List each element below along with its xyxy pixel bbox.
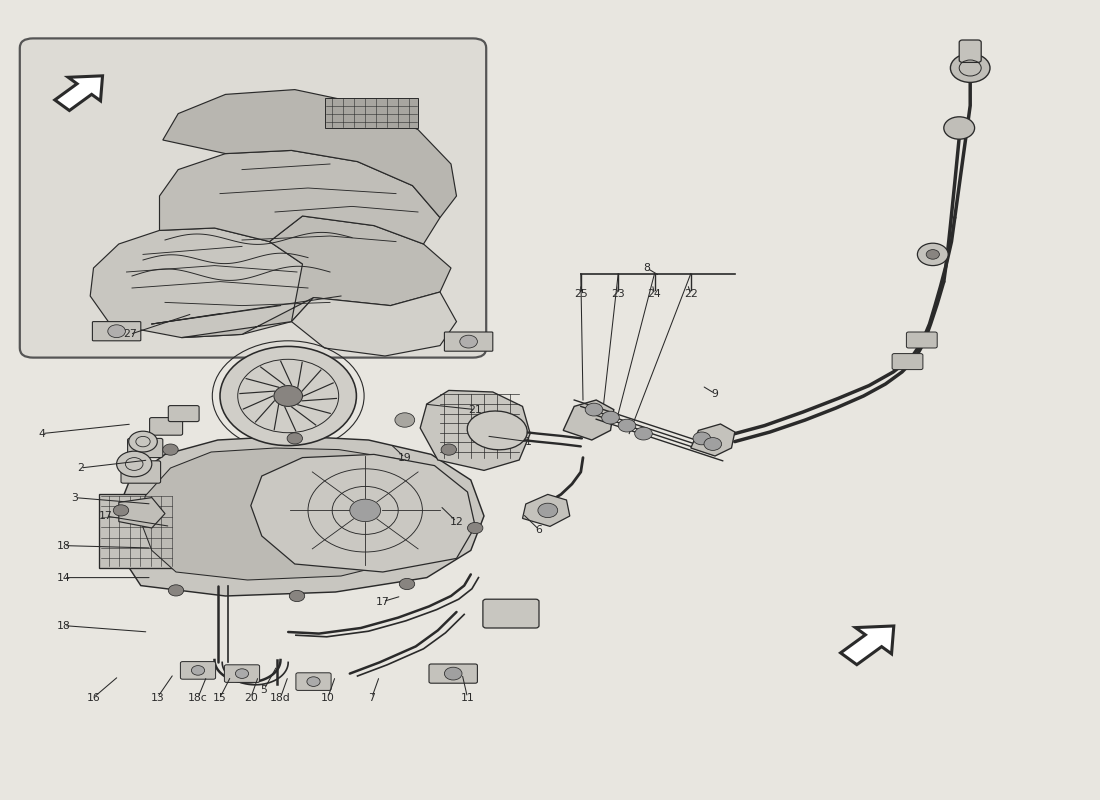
Text: 17: 17	[376, 597, 389, 606]
FancyBboxPatch shape	[150, 418, 183, 435]
Text: 18d: 18d	[271, 693, 290, 702]
Circle shape	[917, 243, 948, 266]
FancyBboxPatch shape	[483, 599, 539, 628]
Circle shape	[441, 444, 456, 455]
FancyBboxPatch shape	[20, 38, 486, 358]
Circle shape	[585, 403, 603, 416]
Polygon shape	[563, 400, 614, 440]
Polygon shape	[182, 216, 451, 338]
Polygon shape	[141, 448, 456, 580]
Polygon shape	[251, 454, 475, 572]
Circle shape	[307, 677, 320, 686]
Text: 18: 18	[57, 541, 70, 550]
Polygon shape	[292, 292, 456, 356]
Polygon shape	[522, 494, 570, 526]
Text: 11: 11	[461, 693, 474, 702]
Circle shape	[108, 325, 125, 338]
Circle shape	[618, 419, 636, 432]
Text: 3: 3	[72, 493, 78, 502]
Text: 23: 23	[612, 290, 625, 299]
Circle shape	[274, 386, 302, 406]
Circle shape	[350, 499, 381, 522]
Text: 24: 24	[648, 290, 661, 299]
Polygon shape	[420, 390, 530, 470]
Text: 13: 13	[151, 693, 164, 702]
FancyBboxPatch shape	[92, 322, 141, 341]
Text: 17: 17	[99, 511, 112, 521]
FancyBboxPatch shape	[99, 494, 174, 568]
Circle shape	[117, 451, 152, 477]
Circle shape	[129, 431, 157, 452]
FancyBboxPatch shape	[892, 354, 923, 370]
Circle shape	[444, 667, 462, 680]
FancyBboxPatch shape	[224, 665, 260, 682]
Circle shape	[538, 503, 558, 518]
Circle shape	[168, 585, 184, 596]
Text: 1: 1	[525, 437, 531, 446]
Text: 4: 4	[39, 429, 45, 438]
Circle shape	[704, 438, 722, 450]
Text: 2: 2	[77, 463, 84, 473]
Polygon shape	[163, 90, 456, 218]
Circle shape	[944, 117, 975, 139]
Text: 7: 7	[368, 693, 375, 702]
Circle shape	[693, 432, 711, 445]
Polygon shape	[116, 436, 484, 596]
Text: 25: 25	[574, 290, 587, 299]
FancyBboxPatch shape	[324, 98, 418, 128]
Text: 21: 21	[469, 405, 482, 414]
Circle shape	[163, 444, 178, 455]
Circle shape	[399, 578, 415, 590]
Circle shape	[602, 411, 619, 424]
Text: 16: 16	[87, 693, 100, 702]
FancyBboxPatch shape	[168, 406, 199, 422]
FancyBboxPatch shape	[128, 438, 163, 458]
Text: 19: 19	[398, 453, 411, 462]
Text: 9: 9	[712, 389, 718, 398]
Circle shape	[635, 427, 652, 440]
Ellipse shape	[468, 411, 527, 450]
Text: 20: 20	[244, 693, 257, 702]
Circle shape	[950, 54, 990, 82]
Circle shape	[113, 505, 129, 516]
Circle shape	[926, 250, 939, 259]
Circle shape	[468, 522, 483, 534]
Polygon shape	[691, 424, 735, 456]
Text: 22: 22	[684, 290, 697, 299]
Text: 15: 15	[213, 693, 227, 702]
Text: 14: 14	[57, 573, 70, 582]
FancyBboxPatch shape	[296, 673, 331, 690]
Polygon shape	[119, 498, 165, 528]
Circle shape	[395, 413, 415, 427]
Text: 5: 5	[261, 685, 267, 694]
Text: 12: 12	[450, 517, 463, 526]
Polygon shape	[840, 626, 894, 665]
FancyBboxPatch shape	[180, 662, 216, 679]
Circle shape	[235, 669, 249, 678]
FancyBboxPatch shape	[121, 461, 161, 483]
Polygon shape	[90, 228, 313, 338]
Circle shape	[220, 346, 356, 446]
Text: 18c: 18c	[188, 693, 208, 702]
FancyBboxPatch shape	[959, 40, 981, 62]
Polygon shape	[55, 76, 102, 110]
Circle shape	[191, 666, 205, 675]
Text: 6: 6	[536, 525, 542, 534]
Circle shape	[460, 335, 477, 348]
Polygon shape	[160, 150, 440, 244]
Circle shape	[287, 433, 303, 444]
FancyBboxPatch shape	[906, 332, 937, 348]
Text: 18: 18	[57, 621, 70, 630]
Text: 10: 10	[321, 693, 334, 702]
FancyBboxPatch shape	[429, 664, 477, 683]
Text: 27: 27	[123, 330, 136, 339]
Text: 8: 8	[644, 263, 650, 273]
FancyBboxPatch shape	[444, 332, 493, 351]
Circle shape	[289, 590, 305, 602]
